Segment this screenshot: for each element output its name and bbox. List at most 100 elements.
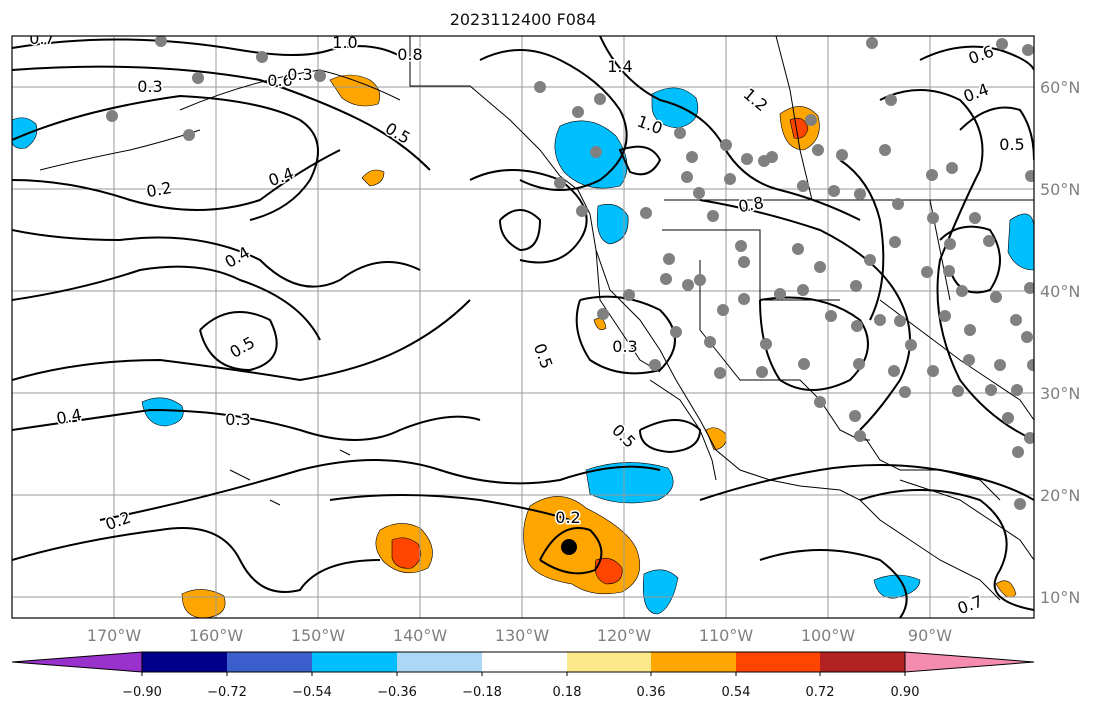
station-marker <box>814 396 826 408</box>
colorbar-segment <box>567 652 651 672</box>
contour-label: 0.8 <box>737 193 765 216</box>
lat-lon-grid <box>12 36 1034 618</box>
contour-line <box>599 36 861 221</box>
station-marker <box>735 240 747 252</box>
station-marker <box>1024 282 1034 294</box>
station-marker <box>724 173 736 185</box>
station-marker <box>649 359 661 371</box>
shaded-area <box>651 87 699 129</box>
latitude-axis: 60°N 50°N 40°N 30°N 20°N 10°N <box>1040 78 1080 607</box>
coastline <box>595 249 661 373</box>
station-marker <box>854 430 866 442</box>
station-marker <box>850 280 862 292</box>
shaded-area <box>594 557 623 585</box>
station-marker <box>812 144 824 156</box>
station-marker <box>774 288 786 300</box>
station-marker <box>926 169 938 181</box>
station-marker <box>1021 331 1033 343</box>
map-frame <box>11 35 1035 619</box>
station-marker <box>864 254 876 266</box>
shaded-area <box>995 580 1017 598</box>
colorbar-extend-low <box>11 651 143 673</box>
colorbar-segment <box>820 652 905 672</box>
station-marker <box>889 236 901 248</box>
contour-label: 0.2 <box>555 508 580 527</box>
station-marker <box>674 127 686 139</box>
station-marker <box>885 94 897 106</box>
colorbar-tick-label: 0.54 <box>722 685 751 700</box>
contour-line <box>859 489 1034 611</box>
shaded-area <box>141 397 184 427</box>
shaded-area <box>12 117 38 149</box>
station-marker <box>594 93 606 105</box>
station-marker <box>985 384 997 396</box>
colorbar-segment <box>142 652 227 672</box>
contour-line <box>879 89 1034 441</box>
station-marker <box>879 144 891 156</box>
colorbar-segment <box>227 652 312 672</box>
map-background <box>12 36 1034 618</box>
station-marker <box>1010 314 1022 326</box>
contour-line <box>12 527 381 593</box>
contour-label: 0.3 <box>225 410 250 429</box>
station-marker <box>590 146 602 158</box>
contour-line <box>12 65 431 171</box>
coastline <box>859 429 1001 501</box>
shaded-area <box>361 169 385 187</box>
longitude-label: 90°W <box>908 626 952 645</box>
station-marker <box>956 285 968 297</box>
colorbar-segment <box>651 652 736 672</box>
contour-line <box>199 311 278 372</box>
contour-label: 0.6 <box>267 71 292 90</box>
contour-line <box>759 296 869 391</box>
station-marker <box>1025 170 1034 182</box>
station-marker <box>797 180 809 192</box>
coastline <box>662 229 840 301</box>
contour-label: 0.5 <box>999 135 1024 154</box>
contour-line <box>959 106 1034 161</box>
latitude-label: 40°N <box>1040 282 1080 301</box>
feature-center-marker <box>561 539 577 555</box>
station-marker <box>155 36 167 47</box>
colorbar-extend-high <box>904 651 1035 673</box>
station-marker <box>314 70 326 82</box>
station-marker <box>693 187 705 199</box>
colorbar: −0.90 −0.72 −0.54 −0.36 −0.18 0.18 0.36 0.54 0.7… <box>11 651 1035 700</box>
station-marker <box>944 238 956 250</box>
contour-label: 1.4 <box>607 57 632 76</box>
station-marker <box>670 326 682 338</box>
station-marker <box>874 314 886 326</box>
station-marker <box>994 359 1006 371</box>
colorbar-outline <box>141 651 906 673</box>
station-marker <box>963 354 975 366</box>
station-marker <box>704 336 716 348</box>
coastline <box>879 299 1034 421</box>
station-marker <box>792 243 804 255</box>
longitude-axis: 170°W 160°W 150°W 140°W 130°W 120°W 110°W 100°W… <box>87 626 952 645</box>
station-marker <box>576 205 588 217</box>
contour-line <box>12 229 421 288</box>
longitude-label: 160°W <box>189 626 244 645</box>
station-marker <box>756 366 768 378</box>
station-marker <box>720 139 732 151</box>
station-marker <box>741 153 753 165</box>
contour-label: 0.2 <box>145 178 173 201</box>
colorbar-tick-label: 0.72 <box>806 685 835 700</box>
shaded-area <box>1007 213 1034 271</box>
longitude-label: 170°W <box>87 626 142 645</box>
longitude-label: 120°W <box>597 626 652 645</box>
station-marker <box>1024 432 1034 444</box>
station-marker <box>640 207 652 219</box>
contour-line <box>329 494 571 521</box>
longitude-label: 150°W <box>291 626 346 645</box>
contour-line <box>99 459 661 521</box>
contour-line <box>839 159 885 321</box>
station-marker <box>760 338 772 350</box>
station-marker <box>766 151 778 163</box>
station-marker <box>921 266 933 278</box>
contour-line <box>12 38 401 57</box>
contour-line <box>479 49 628 191</box>
colorbar-segment <box>736 652 820 672</box>
colorbar-tick-label: −0.90 <box>122 685 162 700</box>
contour-label: 0.3 <box>137 77 162 96</box>
